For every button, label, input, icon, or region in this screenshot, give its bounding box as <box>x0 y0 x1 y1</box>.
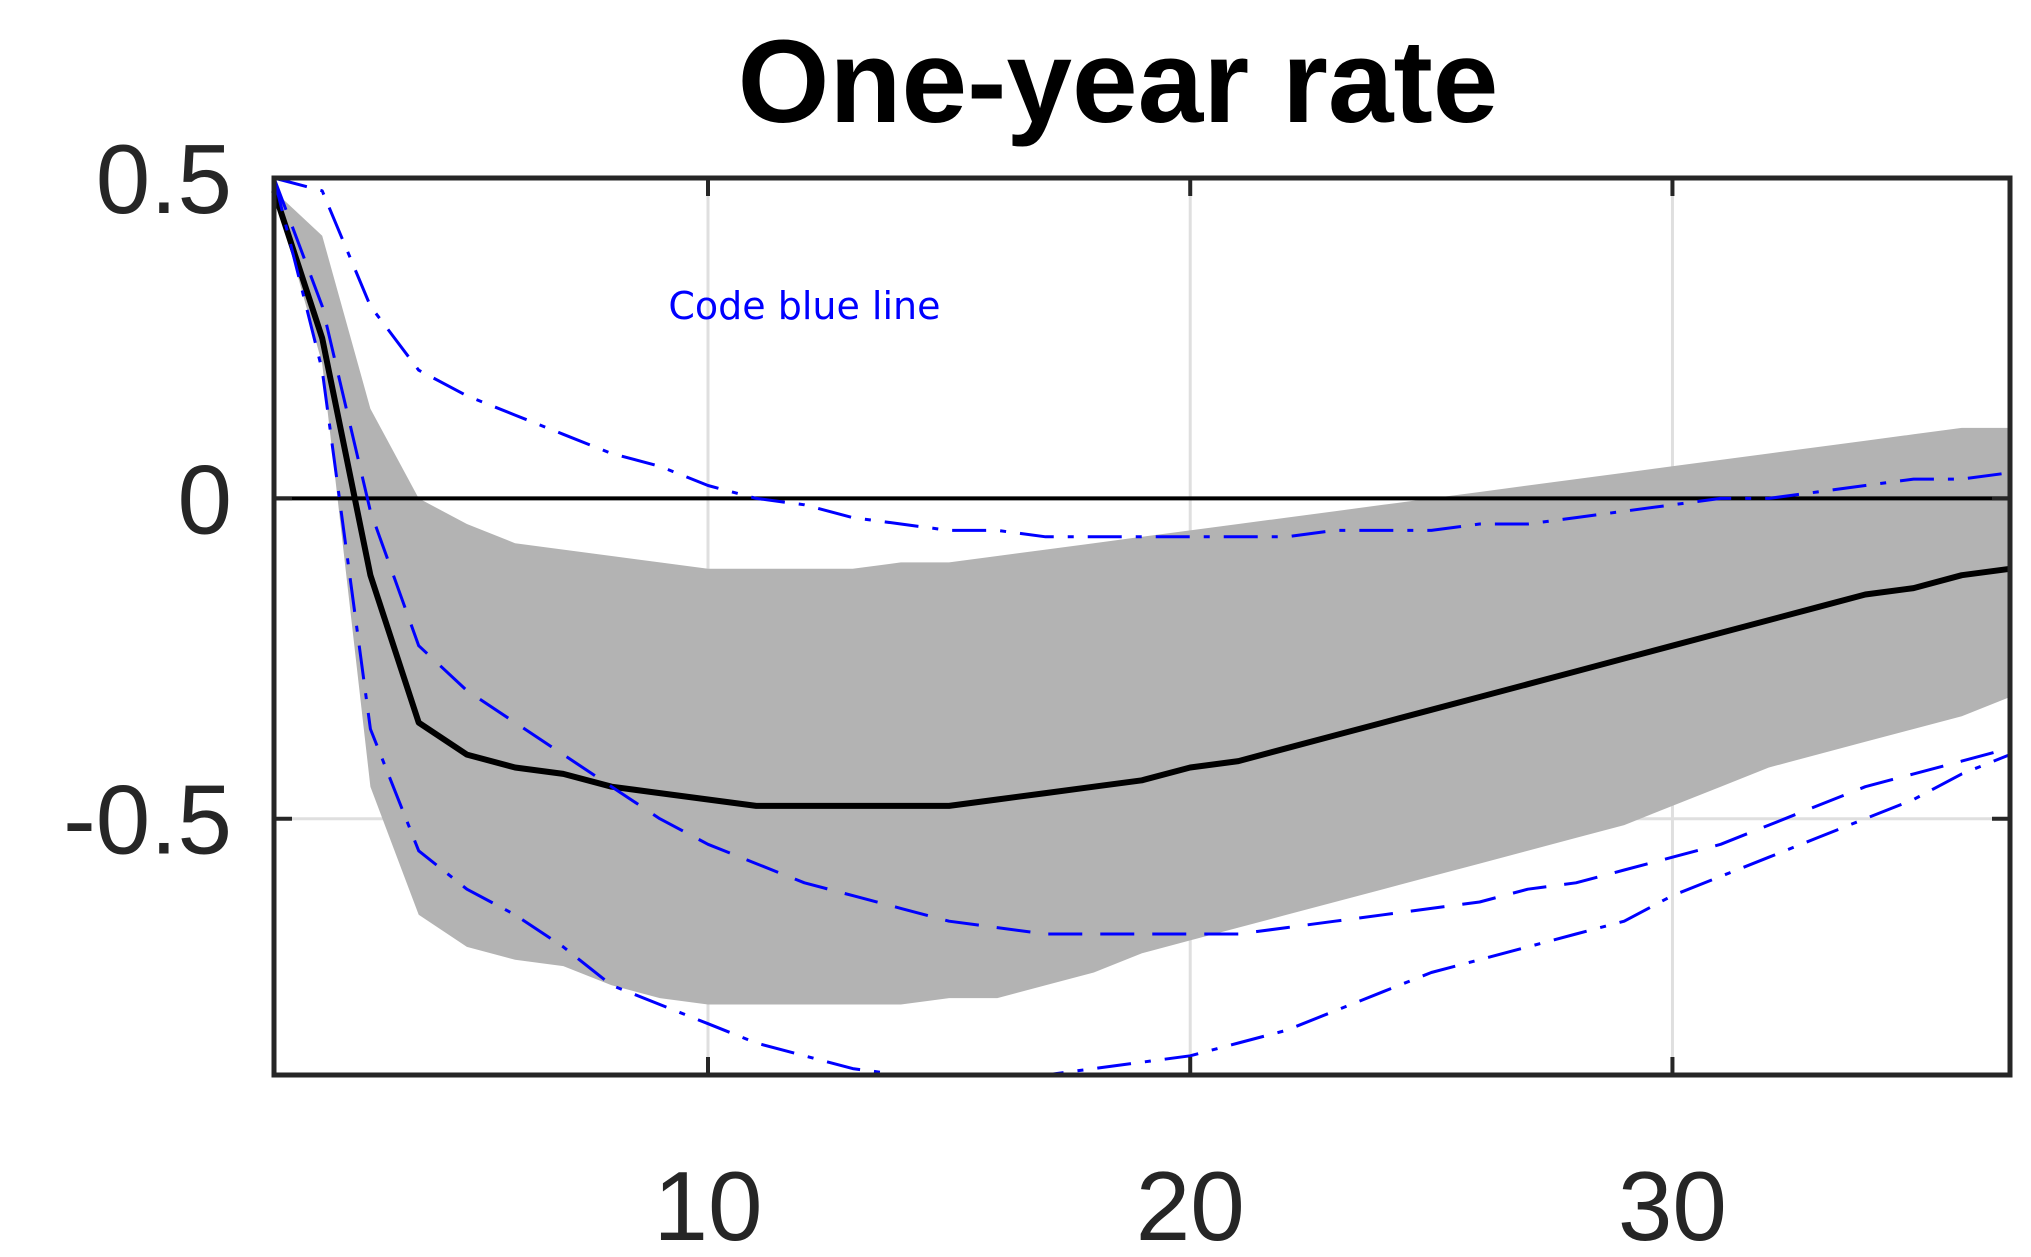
x-tick-label: 20 <box>1136 1151 1245 1257</box>
y-tick-label: 0.5 <box>96 124 232 234</box>
series-line-2 <box>272 177 2011 936</box>
y-tick-label: -0.5 <box>63 765 232 875</box>
series-line-3 <box>273 176 2011 539</box>
x-tick-label: 30 <box>1618 1151 1727 1257</box>
y-tick-labels: 0.5 0 -0.5 <box>63 124 232 875</box>
series-layer <box>271 176 2011 1077</box>
series-line-1 <box>271 189 2011 809</box>
plot-frame <box>271 175 2013 1078</box>
y-tick-label: 0 <box>177 444 232 554</box>
annotation-text: Code blue line <box>668 284 940 328</box>
series-line-4 <box>272 177 2011 1077</box>
x-tick-label: 10 <box>653 1151 762 1257</box>
plot-area <box>271 175 2013 1078</box>
chart-title: One-year rate <box>738 16 1499 148</box>
x-tick-labels: 10 20 30 <box>653 1151 1726 1257</box>
annotation-layer: Code blue line <box>668 284 940 328</box>
